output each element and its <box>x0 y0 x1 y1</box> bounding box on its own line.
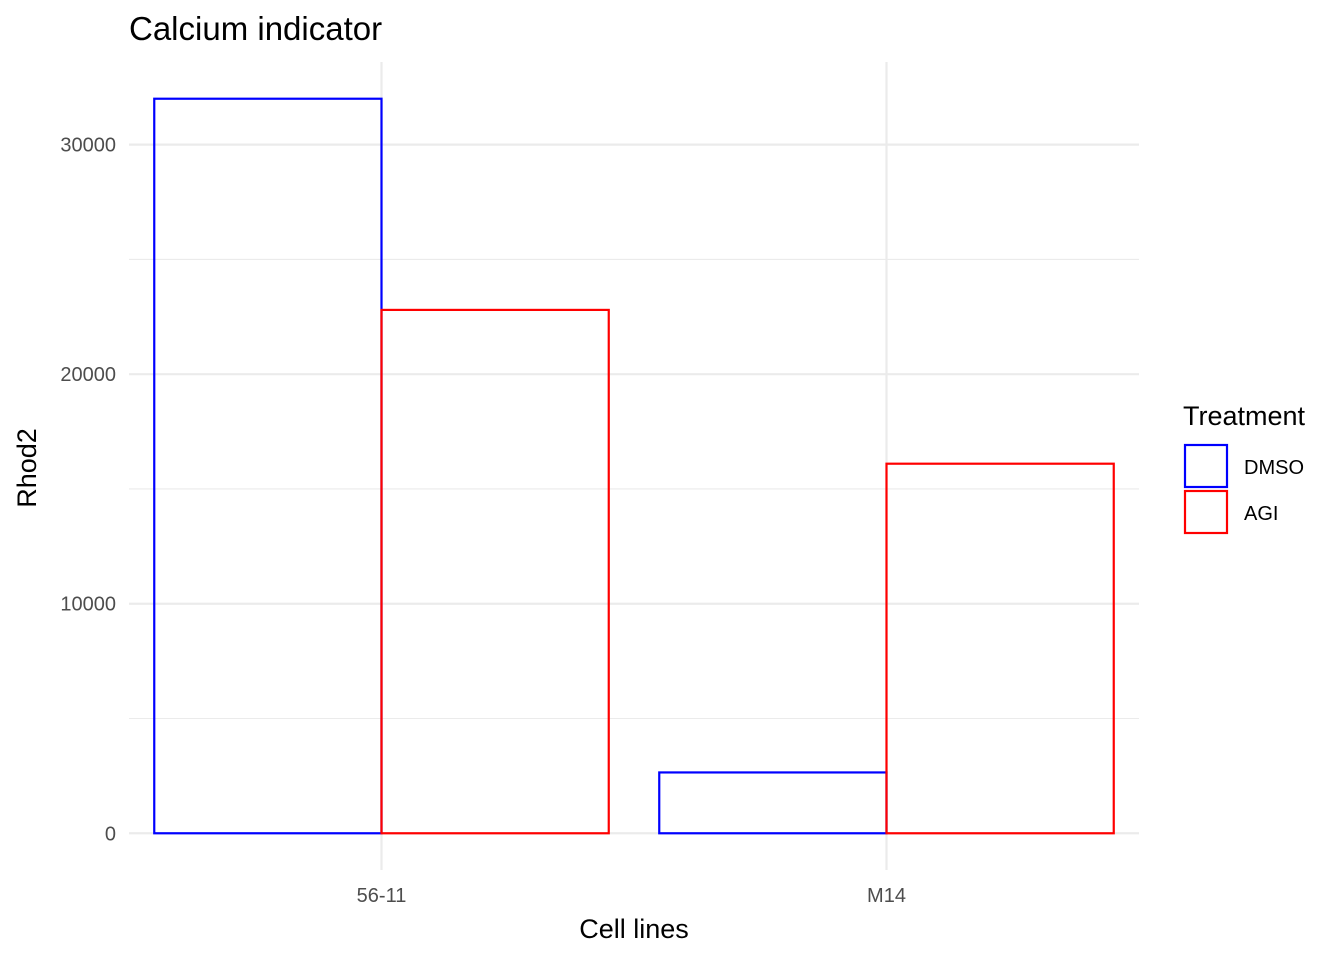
legend-item-dmso: DMSO <box>1183 443 1304 489</box>
plot-area: 0 10000 20000 30000 56-11 M14 <box>60 62 1139 907</box>
bar-dmso-m14 <box>658 771 888 835</box>
legend-items: DMSO AGI <box>1183 443 1304 535</box>
legend: Treatment DMSO AGI <box>1183 401 1306 535</box>
grid <box>129 62 1139 870</box>
x-tick-label: M14 <box>867 885 906 907</box>
x-tick-label: 56-11 <box>357 885 407 907</box>
y-axis: 0 10000 20000 30000 <box>60 135 116 846</box>
legend-label-agi: AGI <box>1244 503 1278 525</box>
legend-title: Treatment <box>1183 401 1306 431</box>
y-tick-label: 0 <box>105 823 116 845</box>
bar-agi-m14 <box>885 462 1115 835</box>
legend-label-dmso: DMSO <box>1244 457 1304 479</box>
bar-agi-56-11 <box>380 308 610 835</box>
y-tick-label: 30000 <box>60 135 116 157</box>
bar-dmso-56-11 <box>153 97 383 835</box>
legend-key-agi <box>1183 489 1229 535</box>
legend-key-dmso <box>1183 443 1229 489</box>
y-tick-label: 10000 <box>60 594 116 616</box>
y-tick-label: 20000 <box>60 364 116 386</box>
x-axis-title: Cell lines <box>579 914 689 944</box>
legend-item-agi: AGI <box>1183 489 1278 535</box>
chart-title: Calcium indicator <box>129 10 382 47</box>
x-axis: 56-11 M14 <box>357 885 906 907</box>
bars <box>153 97 1115 835</box>
y-axis-title: Rhod2 <box>12 428 42 508</box>
